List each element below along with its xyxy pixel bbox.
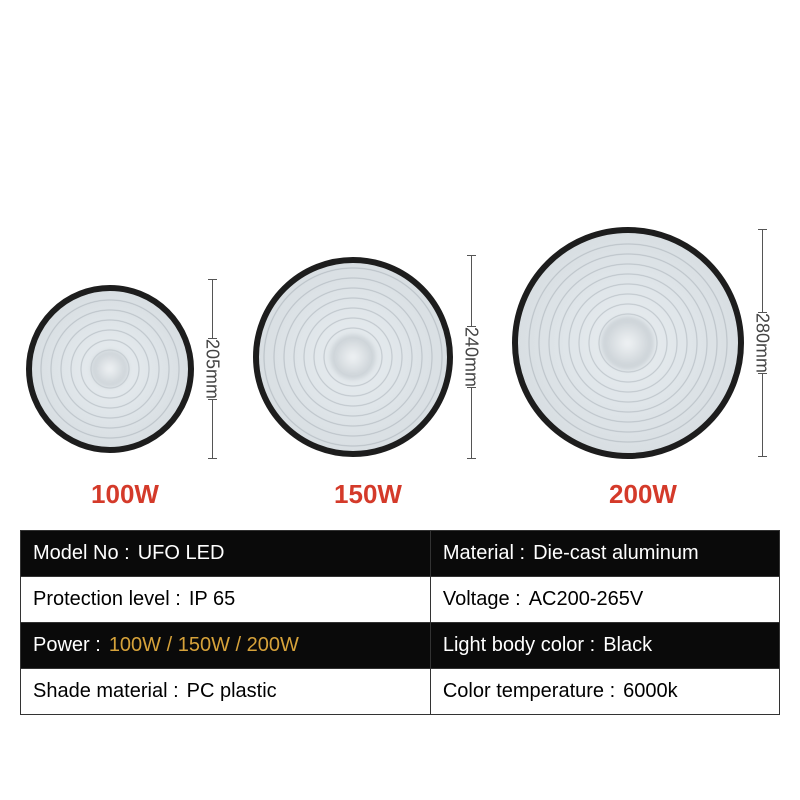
spec-cell-left: Power : 100W / 150W / 200W <box>21 623 431 669</box>
spec-row: Model No : UFO LED Material : Die-cast alum… <box>21 531 780 577</box>
spec-row: Protection level : IP 65 Voltage : AC200-26… <box>21 577 780 623</box>
spec-value: Black <box>603 634 652 656</box>
dimension-line-top <box>762 229 763 313</box>
spec-label: Voltage : <box>443 588 521 610</box>
dimension-indicator: 205mm <box>200 279 225 459</box>
light-rim-teeth <box>30 289 190 449</box>
spec-row: Power : 100W / 150W / 200W Light body colo… <box>21 623 780 669</box>
spec-cell-right: Voltage : AC200-265V <box>430 577 779 623</box>
spec-label: Shade material : <box>33 680 179 702</box>
dimension-label: 205mm <box>202 339 223 399</box>
dimension-line-bottom <box>762 373 763 457</box>
wattage-label: 100W <box>91 479 159 510</box>
product-top: 205mm <box>26 279 225 459</box>
spec-value: IP 65 <box>189 588 235 610</box>
spec-label: Model No : <box>33 542 130 564</box>
spec-value: 100W / 150W / 200W <box>109 634 299 656</box>
spec-value: Die-cast aluminum <box>533 542 699 564</box>
spec-cell-left: Protection level : IP 65 <box>21 577 431 623</box>
spec-label: Material : <box>443 542 525 564</box>
light-rim-teeth <box>257 261 449 453</box>
led-light-icon <box>512 227 744 459</box>
spec-cell-right: Material : Die-cast aluminum <box>430 531 779 577</box>
spec-cell-right: Light body color : Black <box>430 623 779 669</box>
spec-cell-left: Model No : UFO LED <box>21 531 431 577</box>
wattage-label: 200W <box>609 479 677 510</box>
spec-label: Color temperature : <box>443 680 615 702</box>
dimension-line-top <box>212 279 213 339</box>
spec-cell-right: Color temperature : 6000k <box>430 669 779 715</box>
product-top: 240mm <box>253 255 484 459</box>
dimension-line-bottom <box>212 399 213 459</box>
spec-value: 6000k <box>623 680 678 702</box>
dimension-label: 280mm <box>752 313 773 373</box>
dimension-indicator: 280mm <box>750 229 775 457</box>
spec-label: Protection level : <box>33 588 181 610</box>
spec-table: Model No : UFO LED Material : Die-cast alum… <box>20 530 780 715</box>
product-unit-100w: 205mm 100W <box>26 279 225 510</box>
dimension-line-bottom <box>471 387 472 459</box>
dimension-indicator: 240mm <box>459 255 484 459</box>
dimension-line-top <box>471 255 472 327</box>
product-unit-150w: 240mm 150W <box>253 255 484 510</box>
spec-row: Shade material : PC plastic Color temperat… <box>21 669 780 715</box>
spec-label: Light body color : <box>443 634 595 656</box>
spec-value: UFO LED <box>138 542 225 564</box>
spec-value: AC200-265V <box>529 588 644 610</box>
spec-cell-left: Shade material : PC plastic <box>21 669 431 715</box>
product-top: 280mm <box>512 227 775 459</box>
spec-table-body: Model No : UFO LED Material : Die-cast alum… <box>21 531 780 715</box>
led-light-icon <box>26 285 194 453</box>
wattage-label: 150W <box>334 479 402 510</box>
light-rim-teeth <box>516 231 740 455</box>
spec-value: PC plastic <box>187 680 277 702</box>
product-comparison-row: 205mm 100W 240mm 150W 280mm 200W <box>0 0 800 520</box>
product-unit-200w: 280mm 200W <box>512 227 775 510</box>
dimension-label: 240mm <box>461 327 482 387</box>
led-light-icon <box>253 257 453 457</box>
spec-label: Power : <box>33 634 101 656</box>
